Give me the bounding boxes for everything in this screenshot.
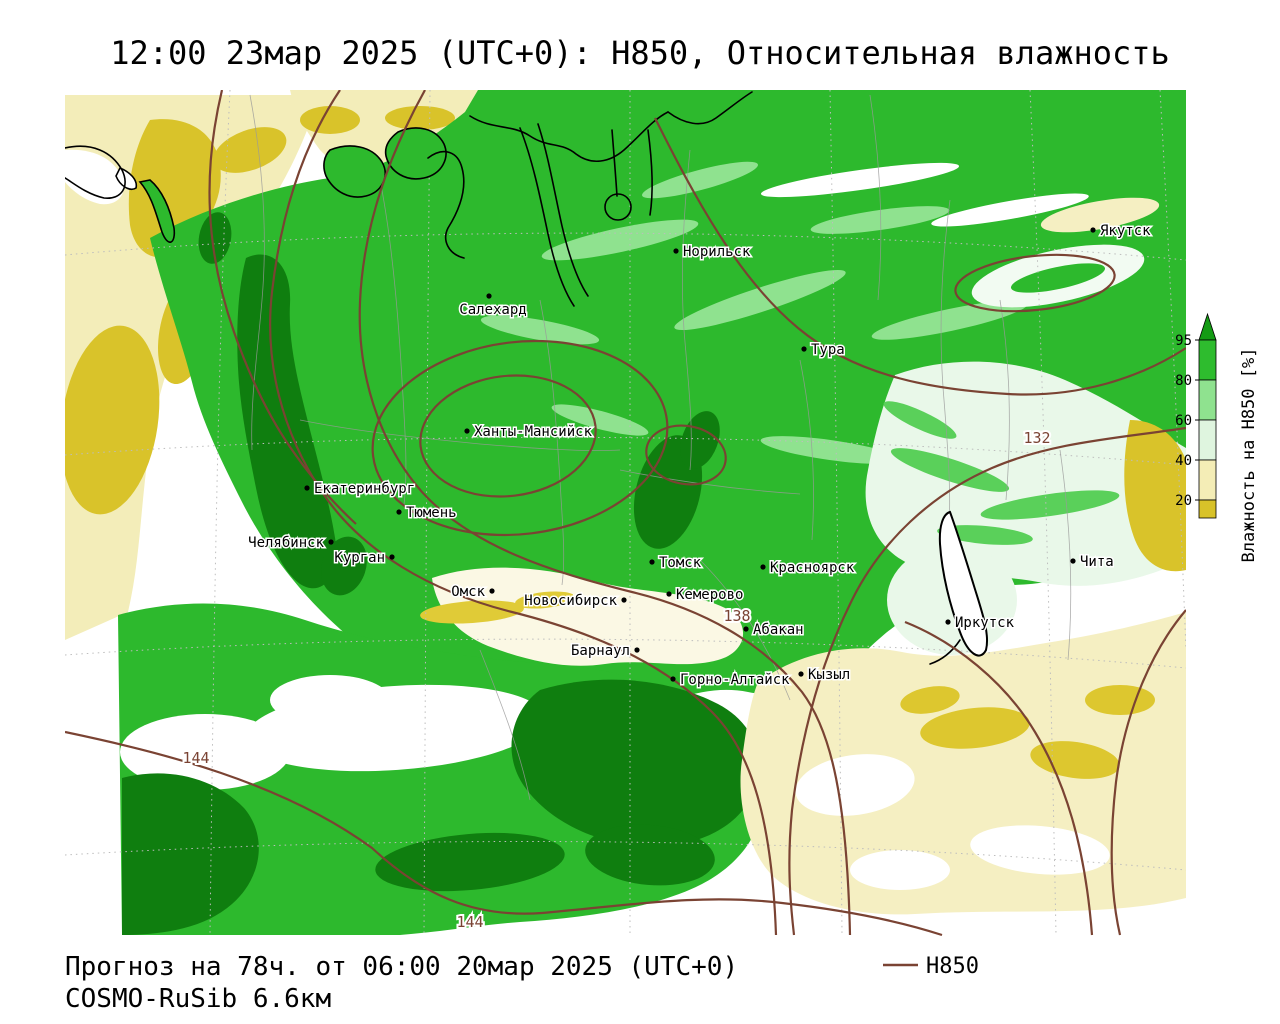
city-marker [673, 248, 679, 254]
city-label: Кызыл [808, 667, 850, 683]
contour-value-label: 132 [1023, 429, 1050, 447]
city-label: Тура [811, 342, 845, 358]
city-label: Омск [451, 584, 485, 600]
city-marker [304, 485, 310, 491]
colorbar-tick-label: 20 [1175, 493, 1192, 509]
colorbar: 95 80 60 40 20 [1175, 312, 1217, 519]
city-marker [489, 588, 495, 594]
city-label: Салехард [459, 302, 526, 318]
page-title: 12:00 23мар 2025 (UTC+0): H850, Относите… [110, 34, 1170, 72]
colorbar-tick-label: 80 [1175, 373, 1192, 389]
city-marker [798, 671, 804, 677]
city-marker [1090, 227, 1096, 233]
city-label: Кемерово [676, 587, 743, 603]
city-label: Иркутск [955, 615, 1015, 631]
lake-baikal [938, 510, 989, 657]
forecast-info-line: Прогноз на 78ч. от 06:00 20мар 2025 (UTC… [65, 952, 738, 982]
city-marker [670, 676, 676, 682]
contour-value-label: 144 [182, 749, 209, 767]
city-marker [621, 597, 627, 603]
colorbar-segment [1198, 312, 1217, 341]
map-area: 132 138 144 144 Норильск Якутск Салехард Тура Х… [65, 90, 1186, 937]
city-layer: Норильск Якутск Салехард Тура Ханты-Мансийск… [247, 222, 1153, 690]
city-marker [464, 428, 470, 434]
colorbar-title: Влажность на H850 [%] [1239, 348, 1259, 563]
contour-value-label: 138 [723, 607, 750, 625]
model-info-line: COSMO-RuSib 6.6км [65, 984, 331, 1014]
city-marker [666, 591, 672, 597]
city-label: Якутск [1100, 223, 1151, 239]
city-label: Красноярск [770, 560, 855, 576]
city-marker [634, 647, 640, 653]
city-label: Барнаул [571, 643, 630, 659]
colorbar-segment [1198, 339, 1217, 381]
city-marker [486, 293, 492, 299]
city-marker [328, 539, 334, 545]
contour-labels-layer: 132 138 144 144 [180, 427, 1052, 933]
colorbar-tick-label: 40 [1175, 453, 1192, 469]
colorbar-segment [1198, 459, 1217, 501]
contour-layer [65, 90, 1186, 937]
city-label: Норильск [683, 244, 751, 260]
city-label: Абакан [753, 622, 804, 638]
city-label: Горно-Алтайск [680, 672, 790, 688]
city-marker [743, 626, 749, 632]
city-label: Курган [334, 550, 385, 566]
colorbar-segment [1198, 499, 1217, 519]
city-label: Новосибирск [524, 593, 617, 609]
city-marker [945, 619, 951, 625]
colorbar-segment [1198, 379, 1217, 421]
contour-value-label: 144 [456, 913, 483, 931]
colorbar-tick-label: 95 [1175, 333, 1192, 349]
city-label: Томск [659, 555, 702, 571]
city-label: Екатеринбург [314, 481, 415, 497]
colorbar-tick-label: 60 [1175, 413, 1192, 429]
humidity-fill-layer [65, 90, 1186, 935]
city-marker [396, 509, 402, 515]
contour-legend-label: H850 [926, 954, 979, 979]
city-marker [649, 559, 655, 565]
city-label: Чита [1080, 554, 1114, 570]
city-label: Челябинск [248, 535, 324, 551]
city-label: Тюмень [406, 505, 457, 521]
city-marker [760, 564, 766, 570]
colorbar-segment [1198, 419, 1217, 461]
city-label: Ханты-Мансийск [474, 424, 593, 440]
city-marker [389, 554, 395, 560]
city-marker [1070, 558, 1076, 564]
city-marker [801, 346, 807, 352]
